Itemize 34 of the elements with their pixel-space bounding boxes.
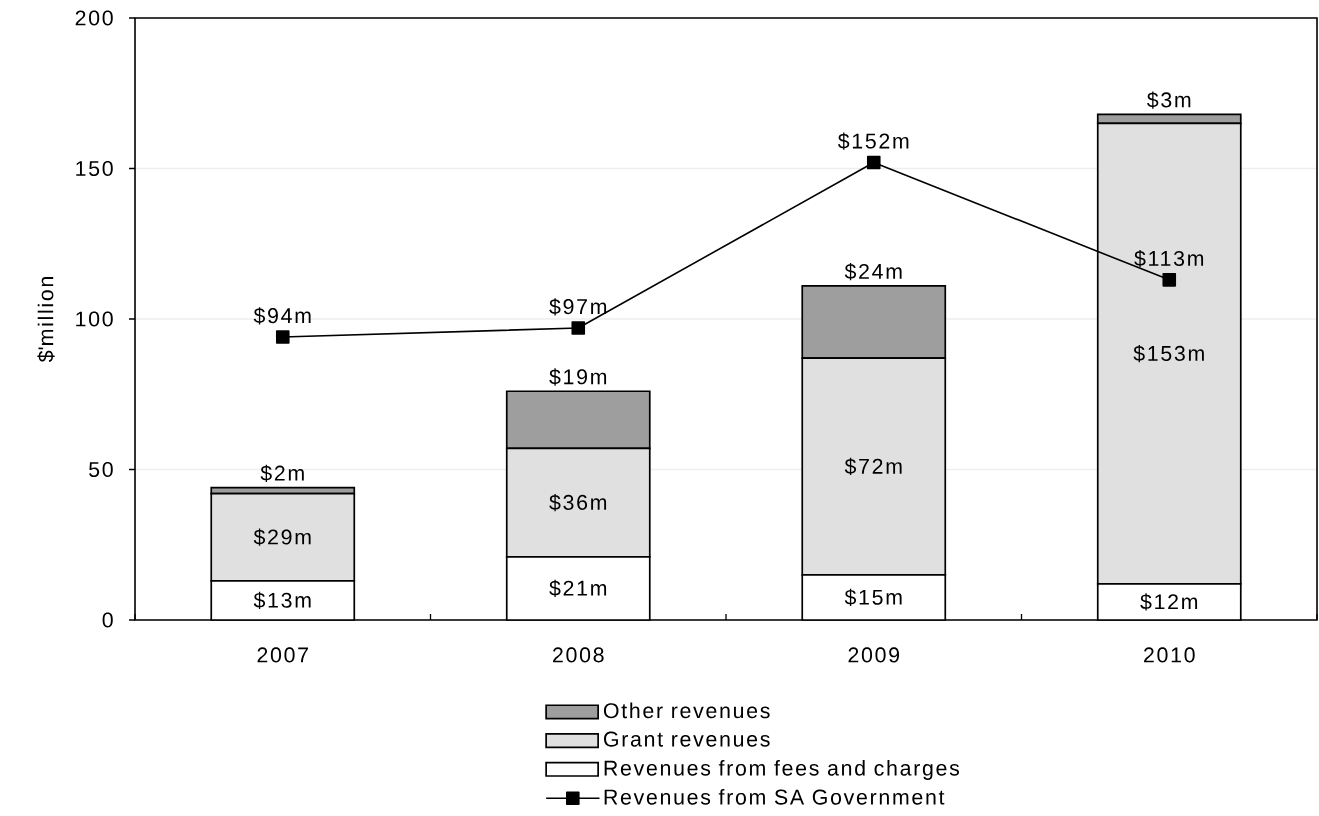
data-label: $3m: [1147, 91, 1191, 109]
x-tick-label: 2009: [848, 647, 900, 663]
data-label: $15m: [844, 588, 902, 607]
point: [1162, 273, 1177, 287]
legend-label: Grant revenues: [604, 731, 770, 747]
data-label: $24m: [844, 263, 902, 281]
point: [571, 321, 586, 335]
data-label: $21m: [549, 579, 607, 598]
point: [275, 330, 290, 344]
y-tick-label: 150: [76, 160, 113, 177]
x-tick-label: 2007: [257, 647, 308, 663]
data-label: $72m: [844, 457, 902, 476]
data-label: $13m: [253, 591, 311, 610]
data-label: $29m: [253, 528, 311, 546]
data-label: $94m: [253, 307, 311, 325]
x-tick-label: 2008: [553, 647, 604, 663]
legend-label: Revenues from SA Government: [604, 789, 945, 805]
x-tick-label: 2010: [1144, 647, 1195, 663]
data-label: $19m: [549, 368, 607, 386]
legend-label: Revenues from fees and charges: [604, 760, 960, 780]
data-label: $113m: [1134, 249, 1204, 268]
data-label: $152m: [837, 132, 909, 150]
data-label: $153m: [1133, 344, 1204, 363]
y-tick-label: 0: [102, 612, 113, 628]
data-label: $97m: [549, 298, 607, 316]
data-label: $12m: [1140, 593, 1198, 611]
data-label: $36m: [549, 493, 607, 512]
y-axis-title: $'million: [37, 277, 55, 363]
y-tick-label: 200: [75, 10, 113, 26]
point: [866, 155, 881, 170]
legend-label: Other revenues: [603, 702, 770, 719]
y-tick-label: 100: [76, 311, 113, 327]
data-label: $2m: [260, 464, 304, 482]
y-tick-label: 50: [89, 461, 113, 478]
